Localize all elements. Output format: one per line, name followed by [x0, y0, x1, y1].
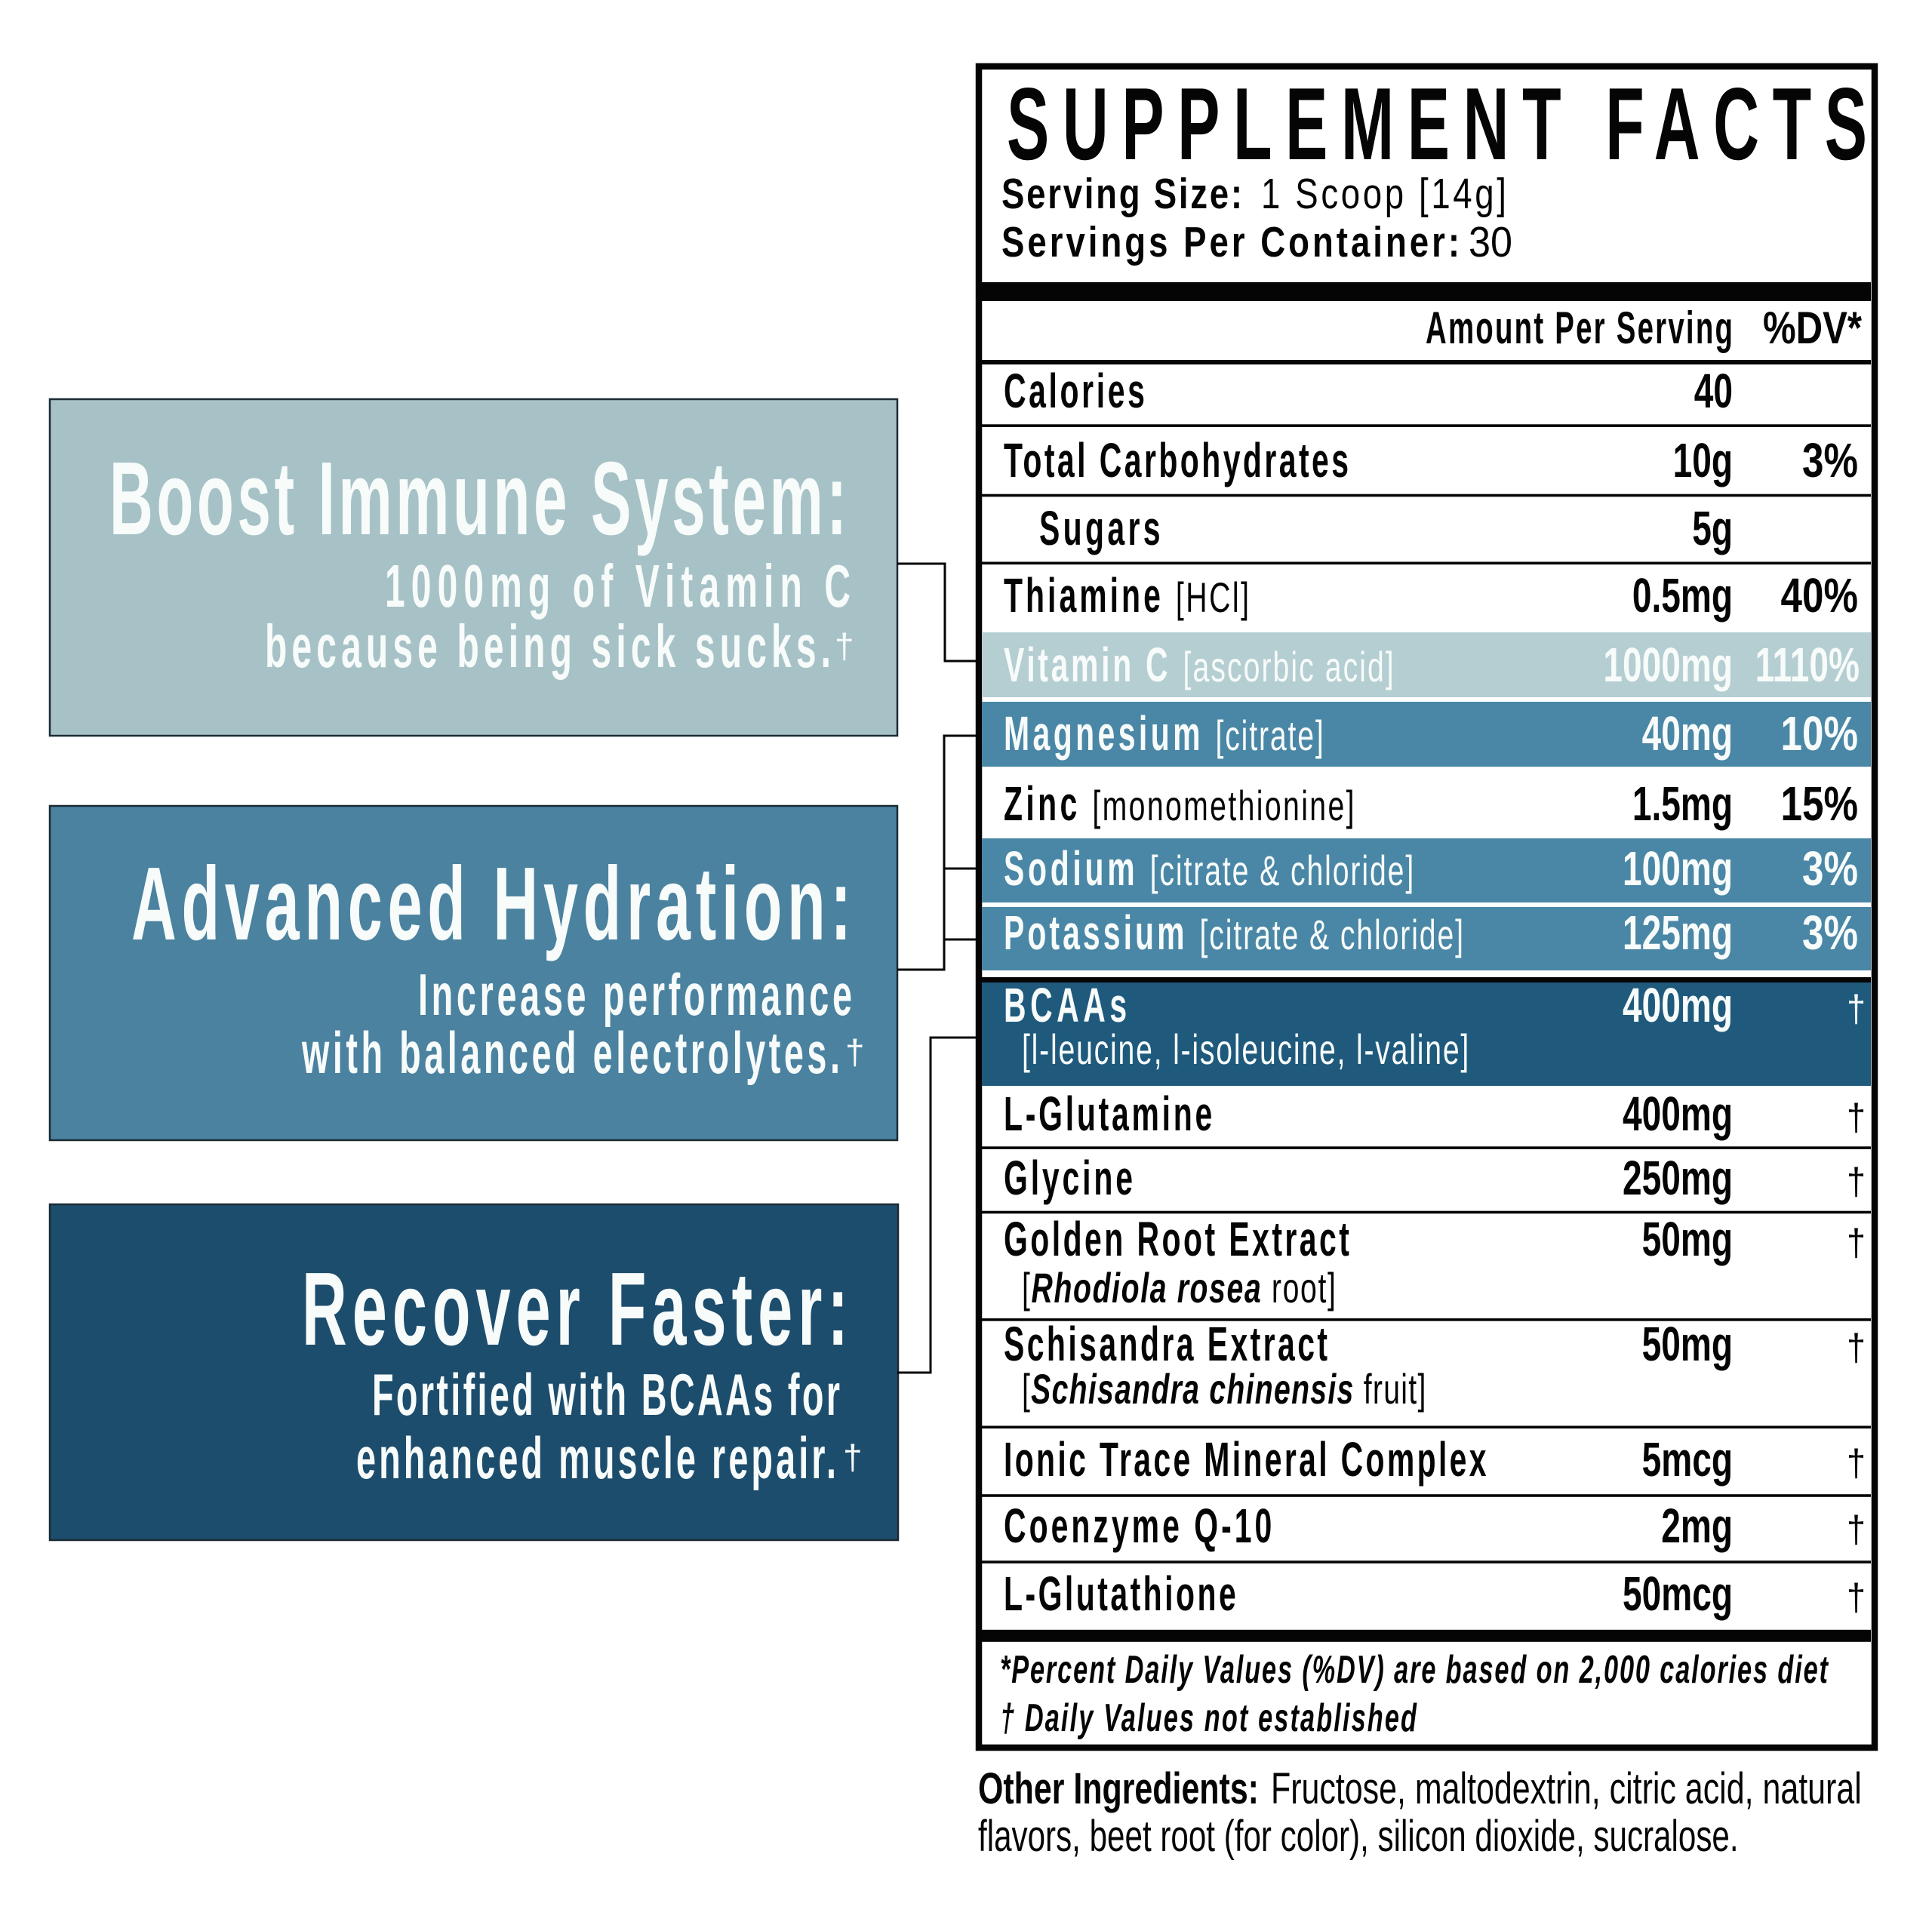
- svg-text:†: †: [843, 1437, 863, 1477]
- svg-text:3%: 3%: [1802, 843, 1858, 896]
- svg-text:Serving Size:: Serving Size:: [1001, 169, 1242, 217]
- svg-text:50mg: 50mg: [1642, 1318, 1733, 1371]
- svg-text:[ascorbic acid]: [ascorbic acid]: [1183, 644, 1394, 691]
- svg-text:†: †: [1847, 1097, 1866, 1139]
- svg-text:†: †: [1847, 1161, 1866, 1204]
- svg-text:[monomethionine]: [monomethionine]: [1092, 783, 1354, 830]
- svg-text:[HCl]: [HCl]: [1176, 574, 1249, 622]
- svg-text:Zinc: Zinc: [1004, 777, 1077, 831]
- svg-text:5g: 5g: [1692, 502, 1733, 555]
- svg-text:Vitamin C: Vitamin C: [1004, 638, 1168, 692]
- svg-text:[citrate & chloride]: [citrate & chloride]: [1200, 912, 1464, 959]
- svg-text:Fructose, maltodextrin, citric: Fructose, maltodextrin, citric acid, nat…: [1271, 1764, 1862, 1813]
- svg-text:[Schisandra chinensis fruit]: [Schisandra chinensis fruit]: [1022, 1366, 1426, 1413]
- svg-text:50mcg: 50mcg: [1623, 1567, 1733, 1621]
- svg-text:Total Carbohydrates: Total Carbohydrates: [1004, 434, 1349, 487]
- svg-text:L-Glutathione: L-Glutathione: [1004, 1567, 1236, 1621]
- svg-text:1110%: 1110%: [1755, 638, 1860, 692]
- svg-text:1.5mg: 1.5mg: [1632, 777, 1733, 831]
- svg-text:Ionic Trace Mineral Complex: Ionic Trace Mineral Complex: [1004, 1433, 1487, 1487]
- svg-text:40mg: 40mg: [1642, 707, 1733, 761]
- svg-text:Glycine: Glycine: [1004, 1152, 1133, 1205]
- svg-text:Thiamine: Thiamine: [1004, 569, 1161, 623]
- svg-text:[Rhodiola rosea root]: [Rhodiola rosea root]: [1022, 1265, 1336, 1312]
- svg-text:*Percent Daily Values (%DV) ar: *Percent Daily Values (%DV) are based on…: [1000, 1648, 1829, 1692]
- svg-text:Fortified with BCAAs for: Fortified with BCAAs for: [372, 1362, 840, 1428]
- svg-text:†: †: [835, 626, 854, 666]
- svg-text:1000mg: 1000mg: [1603, 638, 1733, 692]
- svg-text:10%: 10%: [1781, 708, 1858, 761]
- svg-text:400mg: 400mg: [1623, 979, 1733, 1032]
- svg-text:SUPPLEMENT FACTS: SUPPLEMENT FACTS: [1007, 66, 1867, 180]
- svg-text:15%: 15%: [1781, 778, 1858, 832]
- svg-text:3%: 3%: [1802, 435, 1858, 488]
- svg-text:Recover Faster:: Recover Faster:: [302, 1251, 848, 1367]
- svg-text:†: †: [1847, 1443, 1866, 1485]
- svg-text:Amount Per Serving: Amount Per Serving: [1426, 302, 1733, 353]
- svg-text:0.5mg: 0.5mg: [1632, 569, 1733, 623]
- svg-text:flavors, beet root (for color): flavors, beet root (for color), silicon …: [978, 1811, 1739, 1860]
- svg-text:5mcg: 5mcg: [1642, 1433, 1733, 1487]
- svg-text:250mg: 250mg: [1623, 1152, 1733, 1205]
- svg-text:† Daily Values not established: † Daily Values not established: [1000, 1696, 1417, 1740]
- svg-text:10g: 10g: [1673, 434, 1733, 487]
- svg-text:2mg: 2mg: [1661, 1499, 1733, 1553]
- svg-text:[l-leucine, l-isoleucine, l-va: [l-leucine, l-isoleucine, l-valine]: [1022, 1026, 1469, 1074]
- svg-text:40%: 40%: [1781, 570, 1858, 623]
- svg-text:%DV*: %DV*: [1763, 302, 1863, 353]
- svg-text:30: 30: [1469, 218, 1512, 266]
- svg-text:with balanced electrolytes.: with balanced electrolytes.: [301, 1020, 840, 1086]
- svg-text:3%: 3%: [1802, 907, 1858, 961]
- svg-text:†: †: [845, 1032, 865, 1072]
- svg-text:Magnesium: Magnesium: [1004, 707, 1201, 761]
- svg-text:Increase performance: Increase performance: [418, 962, 852, 1028]
- svg-text:100mg: 100mg: [1623, 842, 1733, 896]
- svg-text:40: 40: [1694, 364, 1733, 418]
- svg-text:Other Ingredients:: Other Ingredients:: [978, 1764, 1259, 1813]
- svg-text:L-Glutamine: L-Glutamine: [1004, 1087, 1212, 1141]
- svg-text:†: †: [1847, 1509, 1866, 1551]
- svg-text:Schisandra Extract: Schisandra Extract: [1004, 1318, 1327, 1371]
- svg-text:enhanced muscle repair.: enhanced muscle repair.: [356, 1425, 836, 1491]
- svg-text:400mg: 400mg: [1623, 1087, 1733, 1141]
- svg-text:Boost Immune System:: Boost Immune System:: [109, 440, 847, 556]
- svg-text:Potassium: Potassium: [1004, 906, 1184, 960]
- svg-text:125mg: 125mg: [1623, 906, 1733, 960]
- svg-text:[citrate & chloride]: [citrate & chloride]: [1150, 847, 1414, 895]
- svg-text:50mg: 50mg: [1642, 1213, 1733, 1266]
- svg-text:†: †: [1847, 989, 1866, 1031]
- svg-text:Calories: Calories: [1004, 364, 1145, 418]
- svg-text:†: †: [1847, 1327, 1866, 1370]
- svg-text:†: †: [1847, 1222, 1866, 1265]
- svg-text:†: †: [1847, 1577, 1866, 1619]
